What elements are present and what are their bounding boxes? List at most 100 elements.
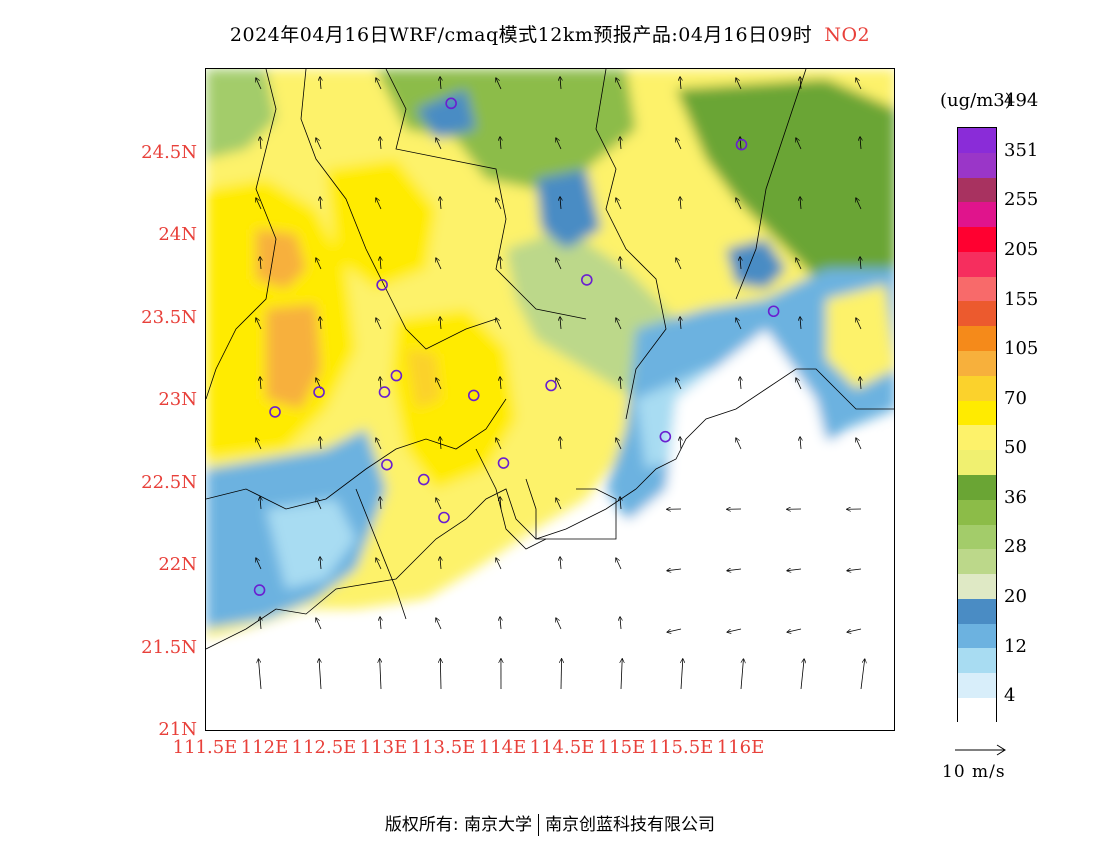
wind-arrow bbox=[796, 138, 802, 150]
wind-arrow bbox=[440, 77, 441, 90]
colorbar-swatch bbox=[958, 697, 996, 723]
wind-arrow bbox=[376, 558, 382, 570]
wind-arrow bbox=[500, 257, 501, 270]
wind-arrow bbox=[621, 659, 622, 690]
wind-arrow bbox=[440, 437, 441, 450]
title-text: 2024年04月16日WRF/cmaq模式12km预报产品:04月16日09时 bbox=[229, 24, 813, 46]
wind-arrow bbox=[319, 659, 321, 690]
colorbar-swatch bbox=[958, 375, 996, 401]
lat-tick-label: 22.5N bbox=[141, 471, 197, 493]
wind-arrow bbox=[740, 377, 741, 390]
copyright-footer: 版权所有: 南京大学 南京创蓝科技有限公司 bbox=[0, 810, 1100, 836]
lon-tick-label: 115.5E bbox=[648, 737, 714, 758]
wind-arrow bbox=[260, 137, 261, 150]
wind-arrow bbox=[860, 257, 861, 270]
colorbar-label: 12 bbox=[1004, 635, 1027, 657]
wind-arrow bbox=[316, 138, 322, 150]
wind-arrow bbox=[440, 557, 441, 570]
colorbar-swatch bbox=[958, 326, 996, 352]
colorbar-label: 36 bbox=[1004, 486, 1027, 508]
wind-arrow bbox=[620, 377, 621, 390]
wind-arrow bbox=[320, 317, 321, 330]
colorbar-unit: (ug/m3) bbox=[940, 90, 1012, 111]
wind-arrow bbox=[560, 437, 561, 450]
lat-tick-label: 22N bbox=[158, 554, 197, 575]
lat-tick-label: 21.5N bbox=[141, 636, 197, 658]
colorbar-label: 155 bbox=[1004, 288, 1039, 310]
wind-arrow bbox=[667, 628, 682, 632]
wind-arrow bbox=[787, 569, 802, 571]
wind-arrow bbox=[256, 438, 262, 450]
wind-arrow bbox=[727, 569, 742, 571]
lat-tick-label: 21N bbox=[158, 719, 197, 740]
wind-arrow bbox=[496, 558, 502, 570]
wind-arrow bbox=[376, 318, 382, 330]
colorbar-swatch bbox=[958, 648, 996, 674]
wind-arrow bbox=[436, 258, 442, 270]
wind-arrow bbox=[620, 497, 621, 510]
colorbar-label: 20 bbox=[1004, 586, 1027, 608]
monitoring-station-marker bbox=[269, 406, 281, 418]
colorbar-label: 50 bbox=[1004, 437, 1027, 459]
lat-tick-label: 24.5N bbox=[141, 141, 197, 163]
wind-arrow bbox=[260, 377, 261, 390]
wind-arrow bbox=[260, 617, 261, 630]
wind-arrow bbox=[436, 618, 442, 630]
colorbar-swatch bbox=[958, 499, 996, 525]
wind-arrow bbox=[436, 498, 442, 510]
blue-pocket-north bbox=[536, 169, 601, 249]
orange-hotspot-west bbox=[256, 229, 306, 289]
boundary-line bbox=[475, 448, 547, 550]
lon-tick-label: 116E bbox=[716, 737, 765, 758]
wind-arrow bbox=[616, 198, 622, 210]
wind-arrow bbox=[736, 318, 742, 330]
wind-arrow bbox=[736, 78, 742, 90]
wind-arrow bbox=[436, 138, 442, 150]
wind-arrow bbox=[256, 78, 262, 90]
monitoring-station-marker bbox=[545, 379, 557, 392]
wind-arrow bbox=[620, 137, 621, 150]
lon-tick-label: 113.5E bbox=[410, 737, 476, 758]
wind-arrow bbox=[560, 557, 561, 570]
lon-tick-label: 114E bbox=[478, 737, 527, 758]
wind-arrow bbox=[800, 197, 801, 210]
wind-arrow bbox=[620, 617, 621, 630]
map-title: 2024年04月16日WRF/cmaq模式12km预报产品:04月16日09时 N… bbox=[0, 20, 1100, 47]
wind-arrow bbox=[260, 257, 261, 270]
colorbar-swatch bbox=[958, 177, 996, 203]
wind-arrow bbox=[316, 618, 322, 630]
wind-arrow bbox=[616, 438, 622, 450]
wind-arrow bbox=[860, 659, 865, 690]
yellow-zone-east bbox=[826, 284, 894, 389]
wind-arrow bbox=[380, 617, 381, 630]
wind-arrow bbox=[500, 617, 501, 630]
wind-arrow bbox=[320, 437, 321, 450]
station-markers bbox=[253, 97, 780, 596]
wind-arrow bbox=[320, 557, 321, 570]
wind-arrow bbox=[560, 77, 561, 90]
wind-arrow bbox=[376, 438, 382, 450]
wind-arrow bbox=[380, 257, 381, 270]
wind-arrow bbox=[440, 197, 441, 210]
lon-tick-label: 113E bbox=[359, 737, 408, 758]
colorbar-swatch bbox=[958, 400, 996, 426]
wind-arrow bbox=[436, 378, 442, 390]
wind-arrow bbox=[556, 138, 562, 150]
wind-arrow bbox=[316, 498, 322, 510]
sea-bay-east bbox=[206, 329, 894, 730]
monitoring-station-marker bbox=[767, 305, 780, 318]
lat-tick-label: 23N bbox=[158, 389, 197, 410]
wind-arrow bbox=[787, 628, 802, 632]
wind-arrow bbox=[320, 197, 321, 210]
wind-arrow bbox=[556, 498, 562, 510]
wind-arrow bbox=[320, 77, 321, 90]
wind-arrow bbox=[676, 378, 682, 390]
colorbar-label: 105 bbox=[1004, 338, 1039, 360]
blue-zone-southwest-light bbox=[266, 499, 356, 589]
wind-arrow bbox=[800, 77, 801, 90]
wind-arrow bbox=[560, 197, 561, 210]
wind-arrow bbox=[500, 137, 501, 150]
wind-arrow bbox=[560, 317, 561, 330]
wind-arrow bbox=[847, 569, 862, 571]
wind-arrow bbox=[740, 257, 741, 270]
